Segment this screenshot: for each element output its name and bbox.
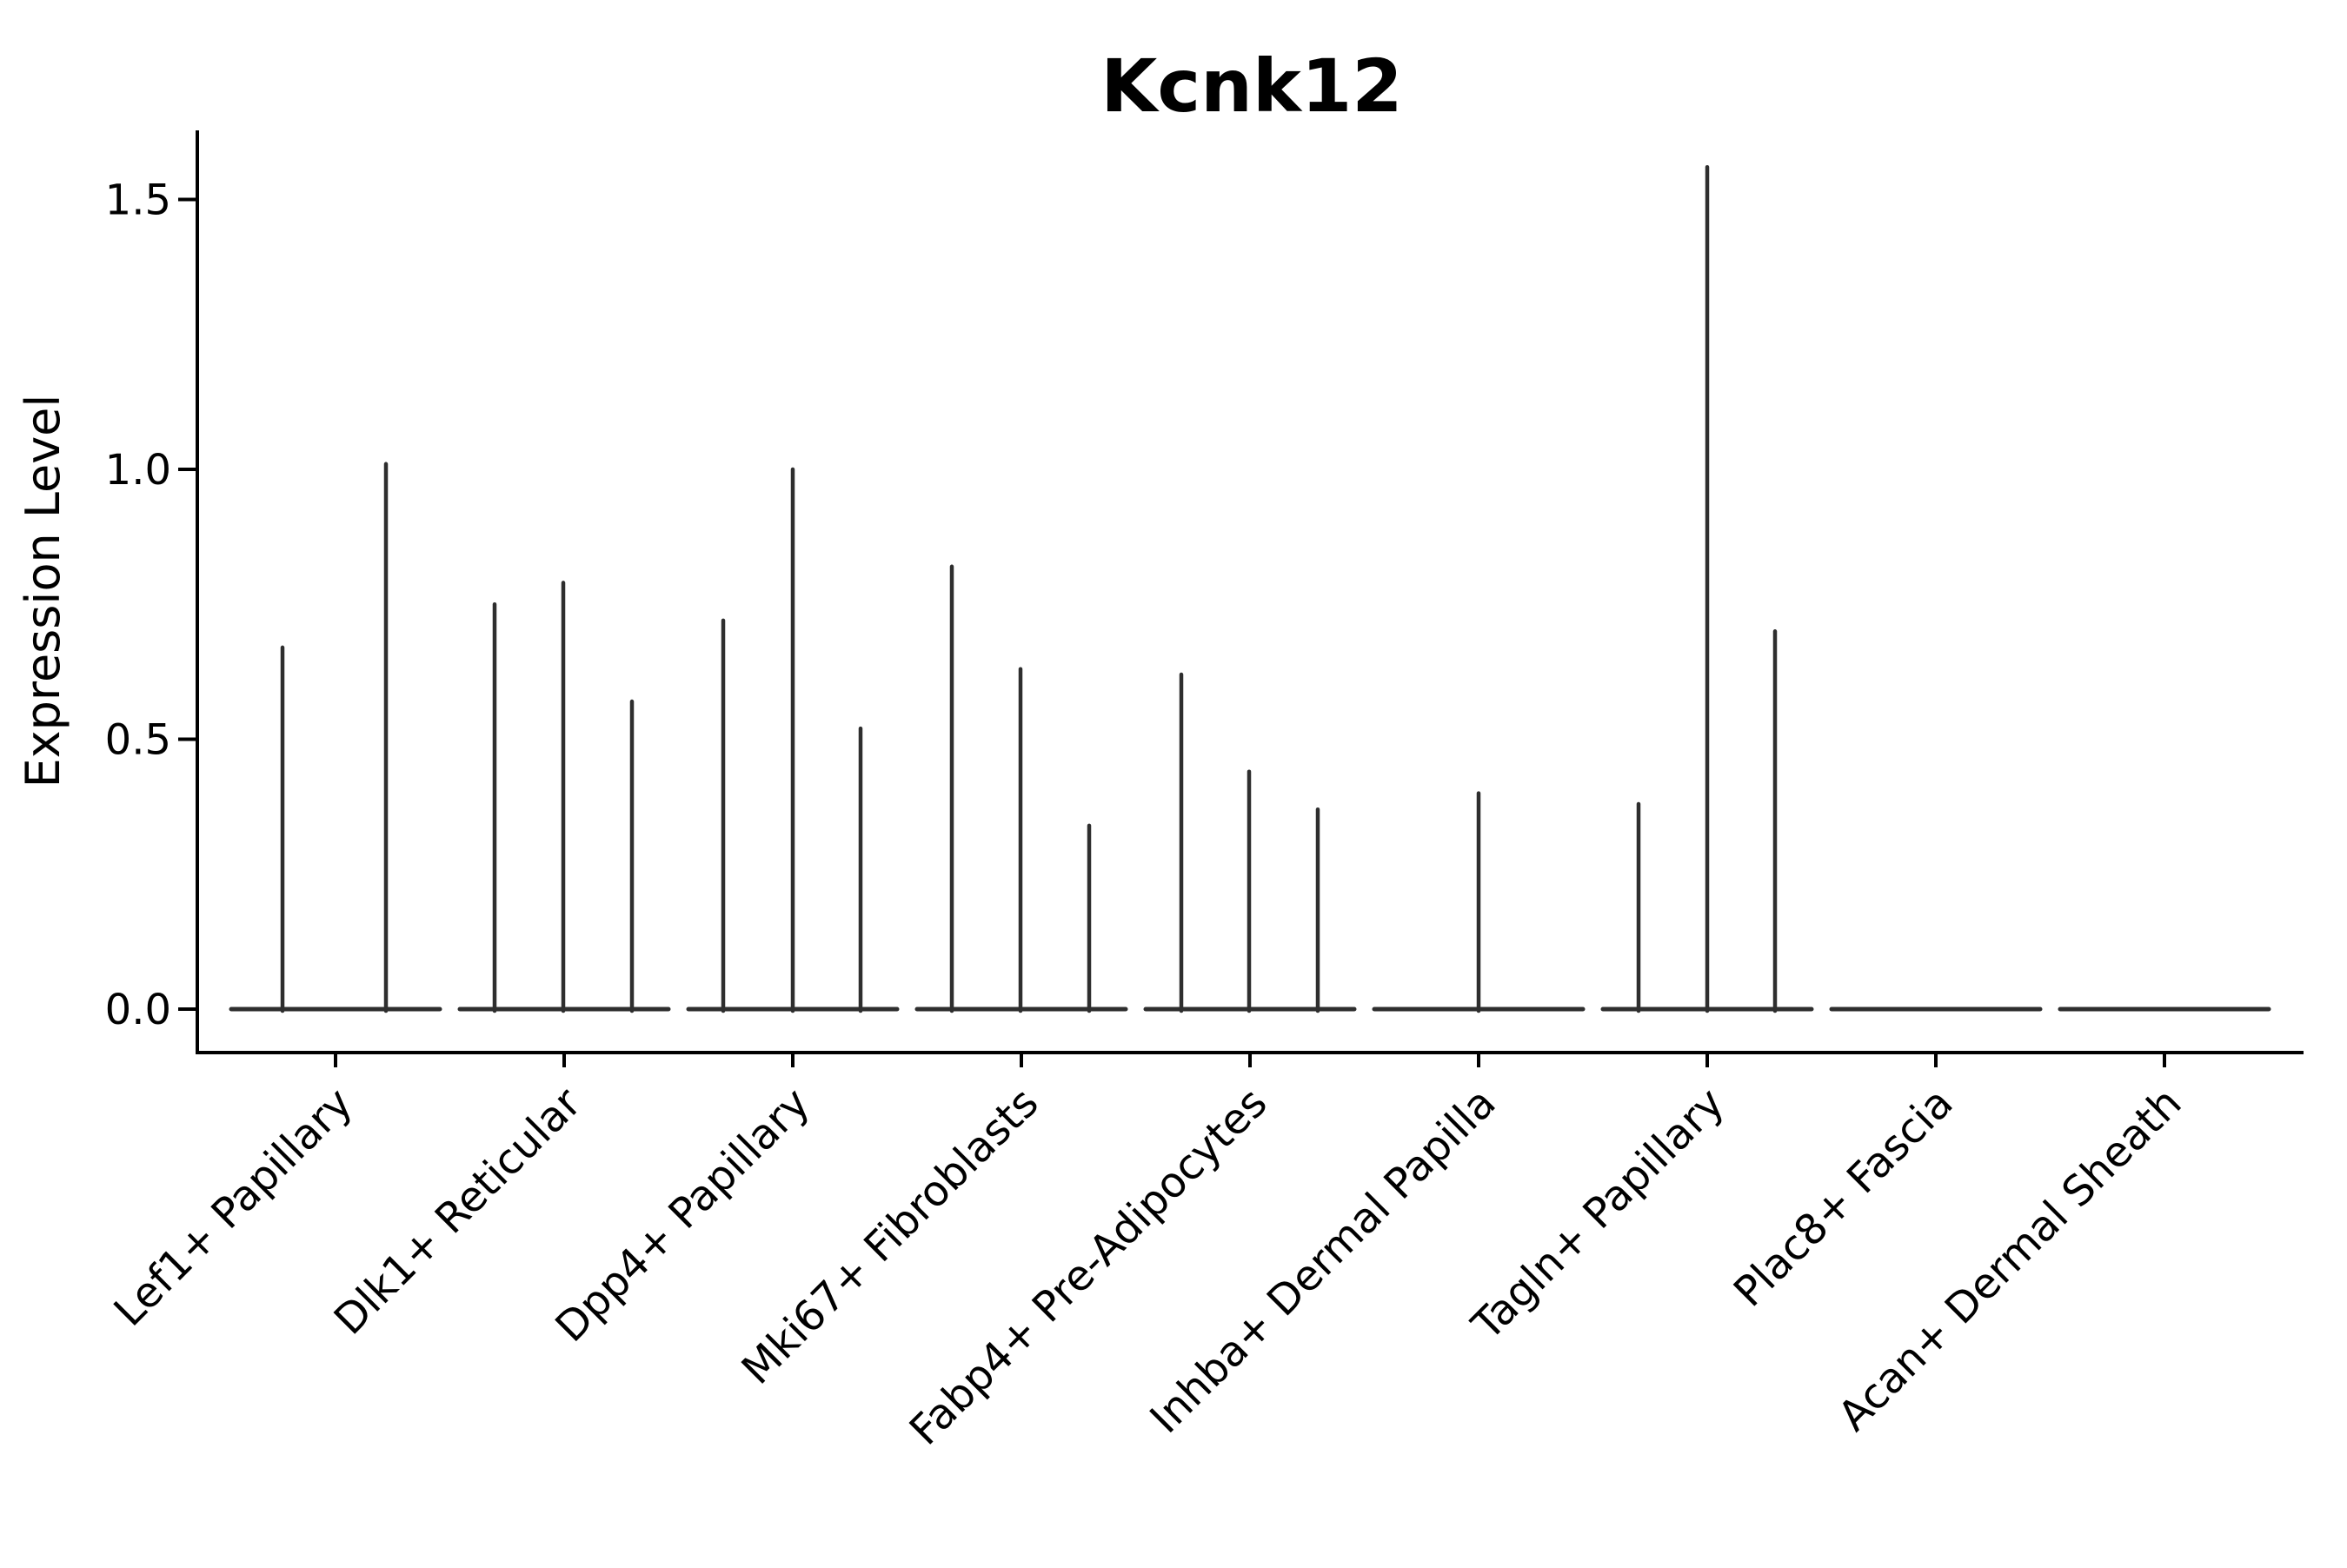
x-tick-label: Tagln+ Papillary [1462,1079,1733,1350]
y-tick-label: 0.0 [105,986,171,1034]
chart-title: Kcnk12 [1100,43,1402,129]
y-tick-label: 1.0 [105,446,171,495]
y-tick-labels-layer: 0.0 0.5 1.0 1.5 [105,176,171,1035]
violins-layer [229,164,2271,1013]
x-tick-label: Dlk1+ Reticular [325,1079,591,1345]
x-tick-label: Lef1+ Papillary [105,1079,362,1336]
y-axis-title: Expression Level [16,395,70,788]
y-tick-label: 1.5 [105,176,171,225]
y-tick-label: 0.5 [105,716,171,765]
x-tick-label: Plac8+ Fascia [1725,1079,1963,1317]
x-tick-label: Dpp4+ Papillary [546,1079,819,1352]
axes-layer [178,130,2304,1067]
